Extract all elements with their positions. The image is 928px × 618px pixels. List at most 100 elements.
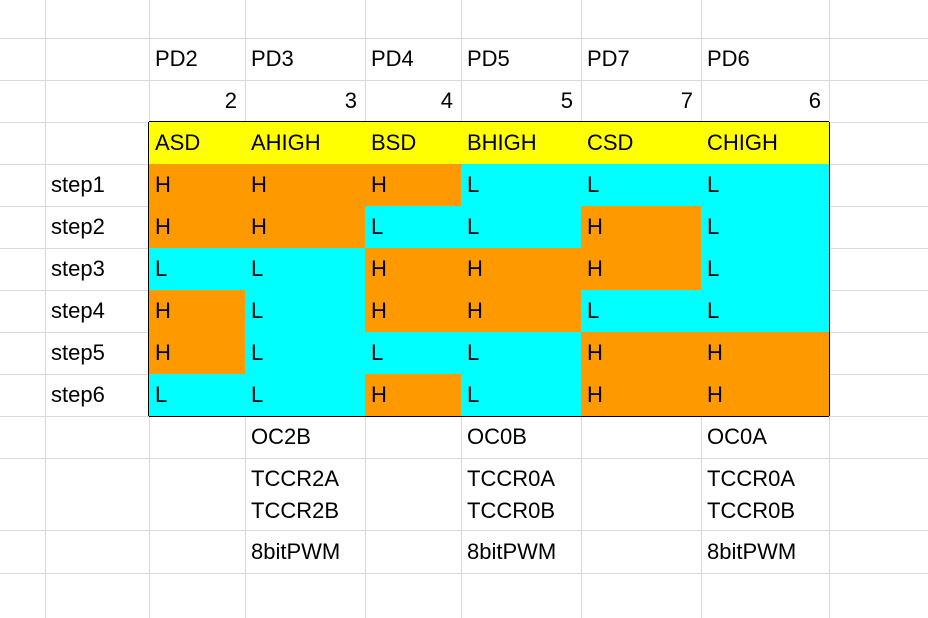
state-cell[interactable]: L [149, 248, 245, 290]
pin-number-cell[interactable]: 7 [581, 80, 701, 122]
state-cell[interactable]: H [365, 290, 461, 332]
state-value: H [587, 256, 603, 281]
signal-name: ASD [155, 130, 201, 155]
pwm-mode-cell[interactable]: 8bitPWM [461, 530, 581, 573]
step-label-cell[interactable]: step2 [45, 206, 149, 248]
state-cell[interactable]: H [581, 332, 701, 374]
output-compare-cell[interactable]: OC2B [245, 416, 365, 458]
pin-name-cell[interactable]: PD4 [365, 38, 461, 80]
state-cell[interactable]: H [581, 374, 701, 416]
output-compare-label: OC0B [467, 424, 527, 449]
state-cell[interactable]: L [701, 248, 829, 290]
signal-name: CSD [587, 130, 634, 155]
state-value: H [371, 256, 387, 281]
state-value: L [251, 382, 264, 407]
state-cell[interactable]: L [581, 290, 701, 332]
state-cell[interactable]: H [149, 206, 245, 248]
pin-name-cell[interactable]: PD3 [245, 38, 365, 80]
output-compare-cell[interactable]: OC0B [461, 416, 581, 458]
timer-register-cell[interactable]: TCCR0A TCCR0B [701, 458, 829, 530]
pin-number-cell[interactable]: 4 [365, 80, 461, 122]
step-label-cell[interactable]: step5 [45, 332, 149, 374]
step-label: step5 [51, 340, 105, 365]
signal-header-cell[interactable]: ASD [149, 122, 245, 164]
signal-header-cell[interactable]: AHIGH [245, 122, 365, 164]
pin-name: PD5 [467, 46, 510, 71]
signal-header-cell[interactable]: CHIGH [701, 122, 829, 164]
state-value: L [707, 256, 720, 281]
state-cell[interactable]: L [245, 290, 365, 332]
pwm-mode-cell[interactable]: 8bitPWM [245, 530, 365, 573]
state-cell[interactable]: L [581, 164, 701, 206]
state-value: L [707, 214, 720, 239]
state-cell[interactable]: L [365, 332, 461, 374]
state-cell[interactable]: L [461, 332, 581, 374]
signal-header-cell[interactable]: BHIGH [461, 122, 581, 164]
state-cell[interactable]: H [701, 332, 829, 374]
output-compare-label: OC0A [707, 424, 767, 449]
state-value: H [371, 382, 387, 407]
pin-number: 6 [808, 88, 821, 113]
signal-header-cell[interactable]: BSD [365, 122, 461, 164]
state-cell[interactable]: H [365, 248, 461, 290]
pin-name-cell[interactable]: PD5 [461, 38, 581, 80]
state-cell[interactable]: L [461, 164, 581, 206]
state-cell[interactable]: H [581, 206, 701, 248]
timer-register-b: TCCR0B [467, 498, 556, 523]
pin-name-cell[interactable]: PD2 [149, 38, 245, 80]
state-cell[interactable]: L [701, 206, 829, 248]
step-label-cell[interactable]: step1 [45, 164, 149, 206]
signal-name: AHIGH [251, 130, 321, 155]
pwm-mode-label: 8bitPWM [707, 539, 797, 564]
state-cell[interactable]: L [461, 206, 581, 248]
pin-number-cell[interactable]: 3 [245, 80, 365, 122]
state-value: H [587, 340, 603, 365]
state-cell[interactable]: H [149, 164, 245, 206]
state-cell[interactable]: L [245, 332, 365, 374]
timer-register-cell[interactable]: TCCR2A TCCR2B [245, 458, 365, 530]
state-cell[interactable]: H [365, 374, 461, 416]
pin-name-cell[interactable]: PD6 [701, 38, 829, 80]
state-cell[interactable]: H [149, 332, 245, 374]
state-value: H [371, 172, 387, 197]
state-cell[interactable]: L [245, 374, 365, 416]
pwm-mode-cell[interactable]: 8bitPWM [701, 530, 829, 573]
timer-register-a: TCCR2A [251, 466, 340, 491]
pin-name-cell[interactable]: PD7 [581, 38, 701, 80]
state-value: L [587, 298, 600, 323]
step-label-cell[interactable]: step4 [45, 290, 149, 332]
state-cell[interactable]: L [701, 164, 829, 206]
state-cell[interactable]: H [245, 164, 365, 206]
output-compare-cell[interactable]: OC0A [701, 416, 829, 458]
state-cell[interactable]: H [149, 290, 245, 332]
state-cell[interactable]: L [365, 206, 461, 248]
state-value: H [467, 256, 483, 281]
state-value: L [707, 298, 720, 323]
pin-number-cell[interactable]: 5 [461, 80, 581, 122]
state-value: L [467, 172, 480, 197]
pin-number-cell[interactable]: 6 [701, 80, 829, 122]
step-label-cell[interactable]: step6 [45, 374, 149, 416]
step-label-cell[interactable]: step3 [45, 248, 149, 290]
state-value: L [251, 340, 264, 365]
state-cell[interactable]: H [245, 206, 365, 248]
signal-header-cell[interactable]: CSD [581, 122, 701, 164]
pin-number: 7 [680, 88, 693, 113]
pin-number-cell[interactable]: 2 [149, 80, 245, 122]
state-cell[interactable]: H [581, 248, 701, 290]
timer-register-cell[interactable]: TCCR0A TCCR0B [461, 458, 581, 530]
state-cell[interactable]: L [245, 248, 365, 290]
state-cell[interactable]: L [461, 374, 581, 416]
state-value: H [707, 340, 723, 365]
pin-number: 5 [560, 88, 573, 113]
signal-name: BHIGH [467, 130, 537, 155]
state-cell[interactable]: H [461, 248, 581, 290]
state-cell[interactable]: H [365, 164, 461, 206]
state-cell[interactable]: L [701, 290, 829, 332]
state-value: L [155, 382, 168, 407]
state-value: L [251, 298, 264, 323]
state-cell[interactable]: L [149, 374, 245, 416]
timer-register-b: TCCR0B [707, 498, 796, 523]
state-cell[interactable]: H [701, 374, 829, 416]
state-cell[interactable]: H [461, 290, 581, 332]
